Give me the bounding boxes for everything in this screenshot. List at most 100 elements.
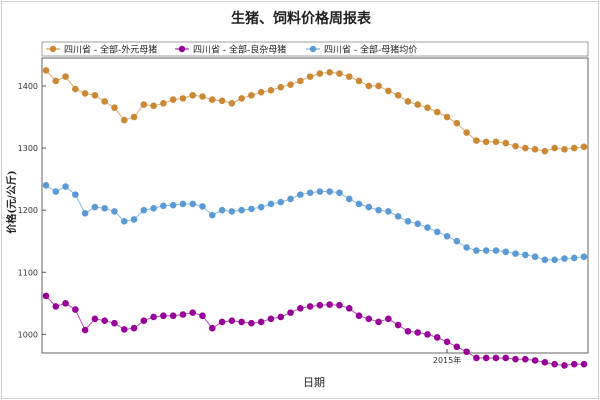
data-point xyxy=(580,143,588,151)
data-point xyxy=(199,93,206,100)
data-point xyxy=(336,70,343,77)
data-point xyxy=(72,306,79,313)
data-point xyxy=(433,228,441,236)
data-point xyxy=(169,201,177,209)
x-axis-label: 日期 xyxy=(303,376,325,389)
data-point xyxy=(120,326,128,333)
data-point xyxy=(81,90,89,97)
chart-legend: 四川省 - 全部-外元母猪 四川省 - 全部-良杂母猪 四川省 - 全部-母猪均价 xyxy=(41,41,589,57)
legend-item-1: 四川省 - 全部-外元母猪 xyxy=(46,44,157,56)
data-point xyxy=(218,206,226,214)
y-tick-label: 1300 xyxy=(18,144,38,153)
series-2 xyxy=(42,292,588,369)
data-point xyxy=(111,319,118,327)
data-point xyxy=(365,203,373,211)
x-axis: 2015年 xyxy=(433,349,461,365)
data-point xyxy=(42,182,50,189)
data-point xyxy=(42,67,50,74)
data-point xyxy=(189,200,197,208)
data-point xyxy=(561,255,568,262)
data-point xyxy=(453,237,461,245)
data-point xyxy=(414,220,422,228)
data-point xyxy=(306,73,314,80)
data-point xyxy=(453,119,461,127)
data-point xyxy=(91,315,99,323)
data-point xyxy=(257,203,265,211)
data-point xyxy=(502,354,510,362)
legend-marker xyxy=(178,45,186,53)
data-point xyxy=(580,360,588,368)
data-point xyxy=(199,312,206,320)
data-point xyxy=(277,83,285,91)
data-point xyxy=(355,77,363,85)
data-point xyxy=(375,206,382,214)
data-point xyxy=(453,343,461,351)
data-point xyxy=(277,313,285,321)
data-point xyxy=(120,116,128,124)
data-point xyxy=(62,300,69,307)
data-point xyxy=(297,304,304,312)
data-point xyxy=(248,205,255,213)
data-point xyxy=(150,204,157,212)
data-point xyxy=(336,301,343,309)
data-point xyxy=(531,357,539,364)
data-point xyxy=(473,247,480,254)
data-point xyxy=(52,188,60,195)
y-tick-label: 1400 xyxy=(18,82,38,91)
chart-title: 生猪、饲料价格周报表 xyxy=(231,10,372,27)
data-point xyxy=(62,73,69,80)
data-point xyxy=(404,218,412,225)
data-point xyxy=(541,359,549,366)
data-point xyxy=(62,183,69,190)
data-point xyxy=(394,91,402,99)
data-point xyxy=(169,312,177,320)
data-point xyxy=(551,256,558,264)
data-point xyxy=(502,248,510,256)
data-point xyxy=(238,318,245,326)
data-point xyxy=(267,315,275,323)
data-point xyxy=(492,247,500,254)
data-point xyxy=(228,317,236,325)
data-point xyxy=(365,315,373,323)
data-point xyxy=(541,256,549,264)
data-point xyxy=(385,208,392,215)
series-layer xyxy=(42,67,588,369)
data-point xyxy=(248,91,255,99)
data-point xyxy=(522,144,529,152)
data-point xyxy=(424,104,431,111)
data-point xyxy=(101,317,108,325)
data-point xyxy=(570,144,578,152)
data-point xyxy=(228,100,236,107)
data-point xyxy=(570,254,578,262)
data-point xyxy=(433,108,441,116)
y-tick-label: 1000 xyxy=(18,330,38,339)
data-point xyxy=(502,139,510,147)
data-point xyxy=(267,86,275,94)
data-point xyxy=(326,301,333,308)
data-point xyxy=(101,204,108,212)
data-point xyxy=(111,208,118,215)
legend-marker xyxy=(49,45,57,53)
data-point xyxy=(179,95,187,102)
data-point xyxy=(238,95,245,102)
legend-label: 四川省 - 全部-母猪均价 xyxy=(324,44,417,56)
data-point xyxy=(218,97,226,105)
data-point xyxy=(355,312,363,320)
y-tick-label: 1200 xyxy=(18,206,38,215)
data-point xyxy=(512,355,519,363)
legend-item-2: 四川省 - 全部-良杂母猪 xyxy=(175,44,286,56)
data-point xyxy=(531,145,539,153)
data-point xyxy=(385,315,392,323)
data-point xyxy=(365,82,373,90)
data-point xyxy=(72,85,79,93)
data-point xyxy=(160,100,167,107)
data-point xyxy=(91,91,99,99)
data-point xyxy=(463,244,470,251)
data-point xyxy=(257,318,265,326)
data-point xyxy=(512,142,519,150)
data-point xyxy=(248,319,255,327)
data-point xyxy=(561,145,568,153)
data-point xyxy=(199,203,206,210)
